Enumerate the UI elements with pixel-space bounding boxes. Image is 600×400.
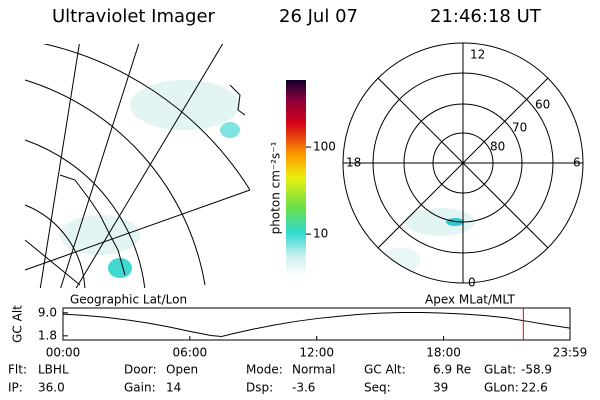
field-label: Flt: [8, 363, 27, 377]
time: 21:46:18 UT [430, 6, 542, 27]
colorbar [286, 80, 306, 276]
geographic-map [24, 44, 251, 288]
field-label: Door: [124, 363, 157, 377]
mlt-label: 0 [468, 276, 476, 290]
field-label: GLat: [484, 363, 516, 377]
field-value: 39 [433, 381, 448, 395]
field-value: Normal [292, 363, 335, 377]
altitude-ylabel: GC Alt [11, 305, 25, 343]
field-label: IP: [8, 381, 23, 395]
mlt-label: 18 [346, 156, 361, 170]
mlt-label: 12 [470, 48, 485, 62]
field-value: 36.0 [38, 381, 65, 395]
field-label: Seq: [364, 381, 391, 395]
colorbar-tick-label: 10 [313, 227, 328, 241]
field-value: Open [166, 363, 198, 377]
x-tick-label: 00:00 [46, 346, 81, 360]
x-tick-label: 06:00 [173, 346, 208, 360]
field-label: GLon: [484, 381, 519, 395]
field-label: Gain: [124, 381, 156, 395]
lat-label: 80 [490, 140, 505, 154]
field-value: 22.6 [521, 381, 548, 395]
lat-label: 70 [512, 121, 527, 135]
colorbar-tick-label: 100 [313, 140, 336, 154]
altitude-line [62, 311, 571, 337]
field-label: Dsp: [246, 381, 273, 395]
date: 26 Jul 07 [279, 6, 358, 27]
lat-label: 60 [535, 98, 550, 112]
field-value: -3.6 [292, 381, 315, 395]
field-label: Mode: [246, 363, 283, 377]
field-value: -58.9 [521, 363, 552, 377]
field-value: 6.9 Re [433, 363, 471, 377]
colorbar-label: photon cm⁻²s⁻¹ [269, 141, 283, 234]
field-value: 14 [166, 381, 181, 395]
y-tick-label: 1.8 [38, 328, 57, 342]
x-tick-label: 12:00 [299, 346, 334, 360]
instrument-title: Ultraviolet Imager [52, 6, 216, 27]
x-tick-label: 18:00 [426, 346, 461, 360]
map-label: Geographic Lat/Lon [70, 293, 187, 307]
mlt-label: 6 [573, 156, 581, 170]
altitude-frame [62, 307, 571, 341]
x-tick-label: 23:59 [553, 346, 588, 360]
field-label: GC Alt: [364, 363, 406, 377]
polar-label: Apex MLat/MLT [425, 293, 515, 307]
polar-plot [380, 208, 475, 272]
y-tick-label: 9.0 [38, 305, 57, 319]
field-value: LBHL [38, 363, 69, 377]
